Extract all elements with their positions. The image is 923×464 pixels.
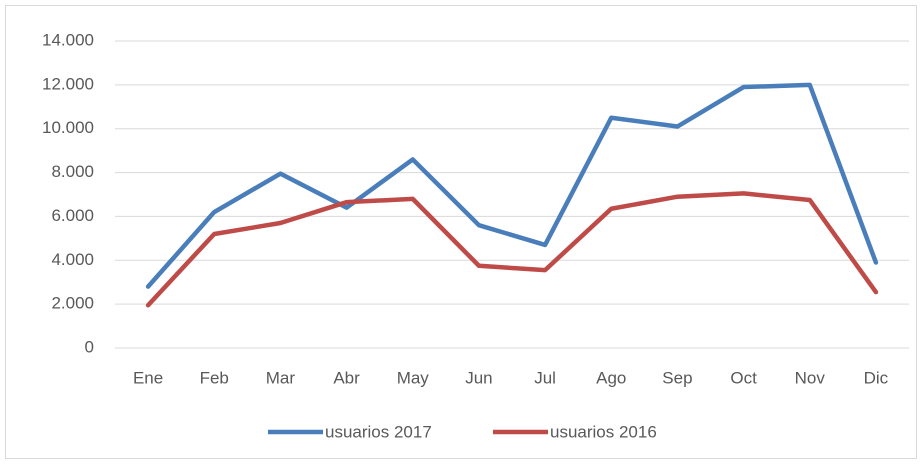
x-tick-label: Ene — [133, 368, 163, 387]
x-tick-label: Ago — [596, 368, 626, 387]
x-tick-label: Nov — [795, 368, 826, 387]
y-tick-label: 10.000 — [42, 118, 94, 137]
x-tick-label: Feb — [200, 368, 229, 387]
legend-label: usuarios 2016 — [550, 422, 657, 441]
y-tick-label: 4.000 — [51, 250, 94, 269]
x-tick-label: Dic — [864, 368, 889, 387]
x-tick-label: Oct — [730, 368, 757, 387]
y-tick-label: 0 — [85, 337, 94, 356]
series-line — [145, 82, 879, 289]
x-tick-label: May — [397, 368, 430, 387]
y-tick-label: 8.000 — [51, 162, 94, 181]
y-tick-label: 2.000 — [51, 294, 94, 313]
x-tick-label: Jul — [534, 368, 556, 387]
y-tick-label: 12.000 — [42, 74, 94, 93]
legend-label: usuarios 2017 — [325, 422, 432, 441]
x-tick-label: Sep — [662, 368, 692, 387]
series-line — [145, 191, 879, 308]
x-tick-label: Jun — [465, 368, 492, 387]
y-tick-label: 14.000 — [42, 30, 94, 49]
x-tick-label: Mar — [266, 368, 296, 387]
y-tick-label: 6.000 — [51, 206, 94, 225]
x-tick-label: Abr — [333, 368, 360, 387]
chart-frame — [5, 5, 917, 459]
